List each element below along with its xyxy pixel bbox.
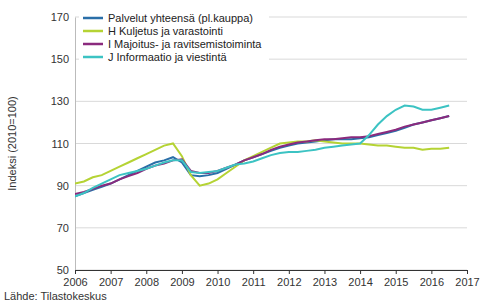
y-axis: 50 70 90 110 130 150 170 xyxy=(51,11,76,276)
x-tick-label: 2010 xyxy=(206,276,230,288)
x-axis-line xyxy=(76,271,468,275)
x-tick-mark xyxy=(146,270,147,274)
x-tick-label: 2017 xyxy=(455,276,479,288)
x-tick-label: 2013 xyxy=(313,276,337,288)
chart: 5070901101301501702006200720082009201020… xyxy=(0,0,493,304)
y-tick-label: 90 xyxy=(57,180,69,192)
y-tick: 150 xyxy=(51,53,75,65)
y-tick: 130 xyxy=(51,95,75,107)
x-tick: 2016 xyxy=(420,270,444,288)
x-tick-label: 2012 xyxy=(277,276,301,288)
grid-line xyxy=(75,185,467,186)
x-tick-label: 2009 xyxy=(170,276,194,288)
y-tick-label: 150 xyxy=(51,53,69,65)
grid-line xyxy=(75,101,467,102)
x-tick: 2011 xyxy=(242,270,266,288)
y-axis-line xyxy=(75,18,76,271)
x-tick-label: 2015 xyxy=(384,276,408,288)
legend-label: J Informaatio ja viestintä xyxy=(108,51,227,63)
lines xyxy=(75,106,449,197)
x-tick-label: 2011 xyxy=(242,276,266,288)
legend-swatch xyxy=(83,17,103,20)
x-tick-mark xyxy=(360,270,361,274)
legend-swatch xyxy=(83,43,103,46)
x-tick-mark xyxy=(111,270,112,274)
y-axis-title: Indeksi (2010=100) xyxy=(6,96,18,190)
series-line xyxy=(75,106,449,197)
legend: Palvelut yhteensä (pl.kauppa)H Kuljetus … xyxy=(79,9,269,67)
source: Lähde: Tilastokeskus xyxy=(4,290,107,302)
x-tick-mark xyxy=(182,270,183,274)
series-line xyxy=(75,140,449,185)
y-tick: 110 xyxy=(51,138,75,150)
x-tick: 2010 xyxy=(206,270,230,288)
x-tick-mark xyxy=(396,270,397,274)
legend-label: Palvelut yhteensä (pl.kauppa) xyxy=(108,12,253,24)
x-tick-mark xyxy=(431,270,432,274)
y-tick: 90 xyxy=(57,180,75,192)
grid-line xyxy=(75,227,467,228)
x-tick: 2008 xyxy=(135,270,159,288)
x-tick: 2009 xyxy=(170,270,194,288)
legend-swatch xyxy=(83,56,103,59)
y-tick: 70 xyxy=(57,222,75,234)
x-tick: 2012 xyxy=(277,270,301,288)
legend-label: I Majoitus- ja ravitsemistoiminta xyxy=(108,38,262,50)
y-tick-label: 70 xyxy=(57,222,69,234)
grid-line xyxy=(75,143,467,144)
x-tick-label: 2014 xyxy=(348,276,372,288)
x-tick-label: 2016 xyxy=(420,276,444,288)
x-tick-mark xyxy=(467,270,468,274)
series-line xyxy=(75,116,449,196)
x-tick-label: 2007 xyxy=(99,276,123,288)
y-tick-label: 50 xyxy=(57,264,69,276)
y-tick-label: 130 xyxy=(51,95,69,107)
x-tick: 2015 xyxy=(384,270,408,288)
x-tick-mark xyxy=(324,270,325,274)
y-tick-label: 110 xyxy=(51,138,69,150)
y-tick-label: 170 xyxy=(51,11,69,23)
x-tick-mark xyxy=(289,270,290,274)
x-tick-label: 2008 xyxy=(135,276,159,288)
series-line xyxy=(75,116,449,194)
grid xyxy=(75,17,467,270)
x-tick: 2007 xyxy=(99,270,123,288)
x-tick: 2017 xyxy=(455,270,479,288)
y-tick: 170 xyxy=(51,11,75,23)
x-tick: 2013 xyxy=(313,270,337,288)
x-tick: 2006 xyxy=(63,270,87,288)
legend-label: H Kuljetus ja varastointi xyxy=(108,25,223,37)
x-tick-mark xyxy=(218,270,219,274)
x-axis: 2006 2007 2008 2009 2010 2011 2012 2013 2014 2015… xyxy=(63,270,479,288)
x-tick-mark xyxy=(75,270,76,274)
y-tick: 50 xyxy=(57,264,75,276)
x-tick-mark xyxy=(253,270,254,274)
legend-swatch xyxy=(83,30,103,33)
x-tick-label: 2006 xyxy=(63,276,87,288)
legend-box xyxy=(79,9,269,67)
x-tick: 2014 xyxy=(348,270,372,288)
